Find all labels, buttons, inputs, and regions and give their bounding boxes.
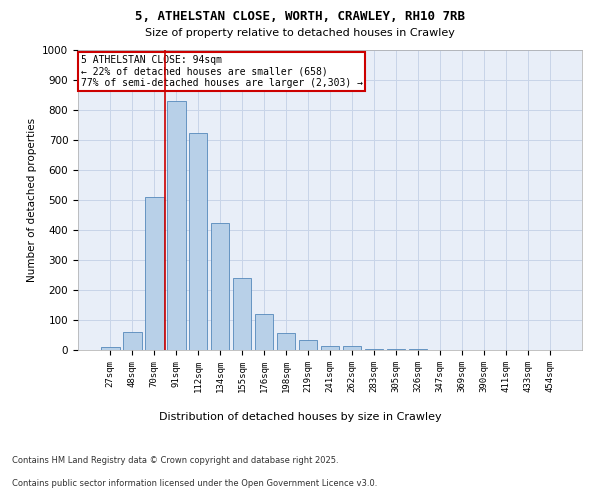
Text: 5, ATHELSTAN CLOSE, WORTH, CRAWLEY, RH10 7RB: 5, ATHELSTAN CLOSE, WORTH, CRAWLEY, RH10… xyxy=(135,10,465,23)
Bar xyxy=(255,314,274,350)
Bar xyxy=(189,132,208,350)
Bar xyxy=(365,348,383,350)
Bar xyxy=(145,197,164,350)
Bar xyxy=(299,340,317,350)
Bar xyxy=(167,101,185,350)
Text: Size of property relative to detached houses in Crawley: Size of property relative to detached ho… xyxy=(145,28,455,38)
Bar xyxy=(211,222,229,350)
Text: Contains HM Land Registry data © Crown copyright and database right 2025.: Contains HM Land Registry data © Crown c… xyxy=(12,456,338,465)
Bar xyxy=(277,332,295,350)
Text: Distribution of detached houses by size in Crawley: Distribution of detached houses by size … xyxy=(158,412,442,422)
Bar xyxy=(320,346,340,350)
Y-axis label: Number of detached properties: Number of detached properties xyxy=(26,118,37,282)
Bar xyxy=(101,347,119,350)
Bar xyxy=(233,278,251,350)
Bar xyxy=(343,346,361,350)
Text: 5 ATHELSTAN CLOSE: 94sqm
← 22% of detached houses are smaller (658)
77% of semi-: 5 ATHELSTAN CLOSE: 94sqm ← 22% of detach… xyxy=(80,54,362,88)
Text: Contains public sector information licensed under the Open Government Licence v3: Contains public sector information licen… xyxy=(12,478,377,488)
Bar xyxy=(123,332,142,350)
Bar xyxy=(386,349,405,350)
